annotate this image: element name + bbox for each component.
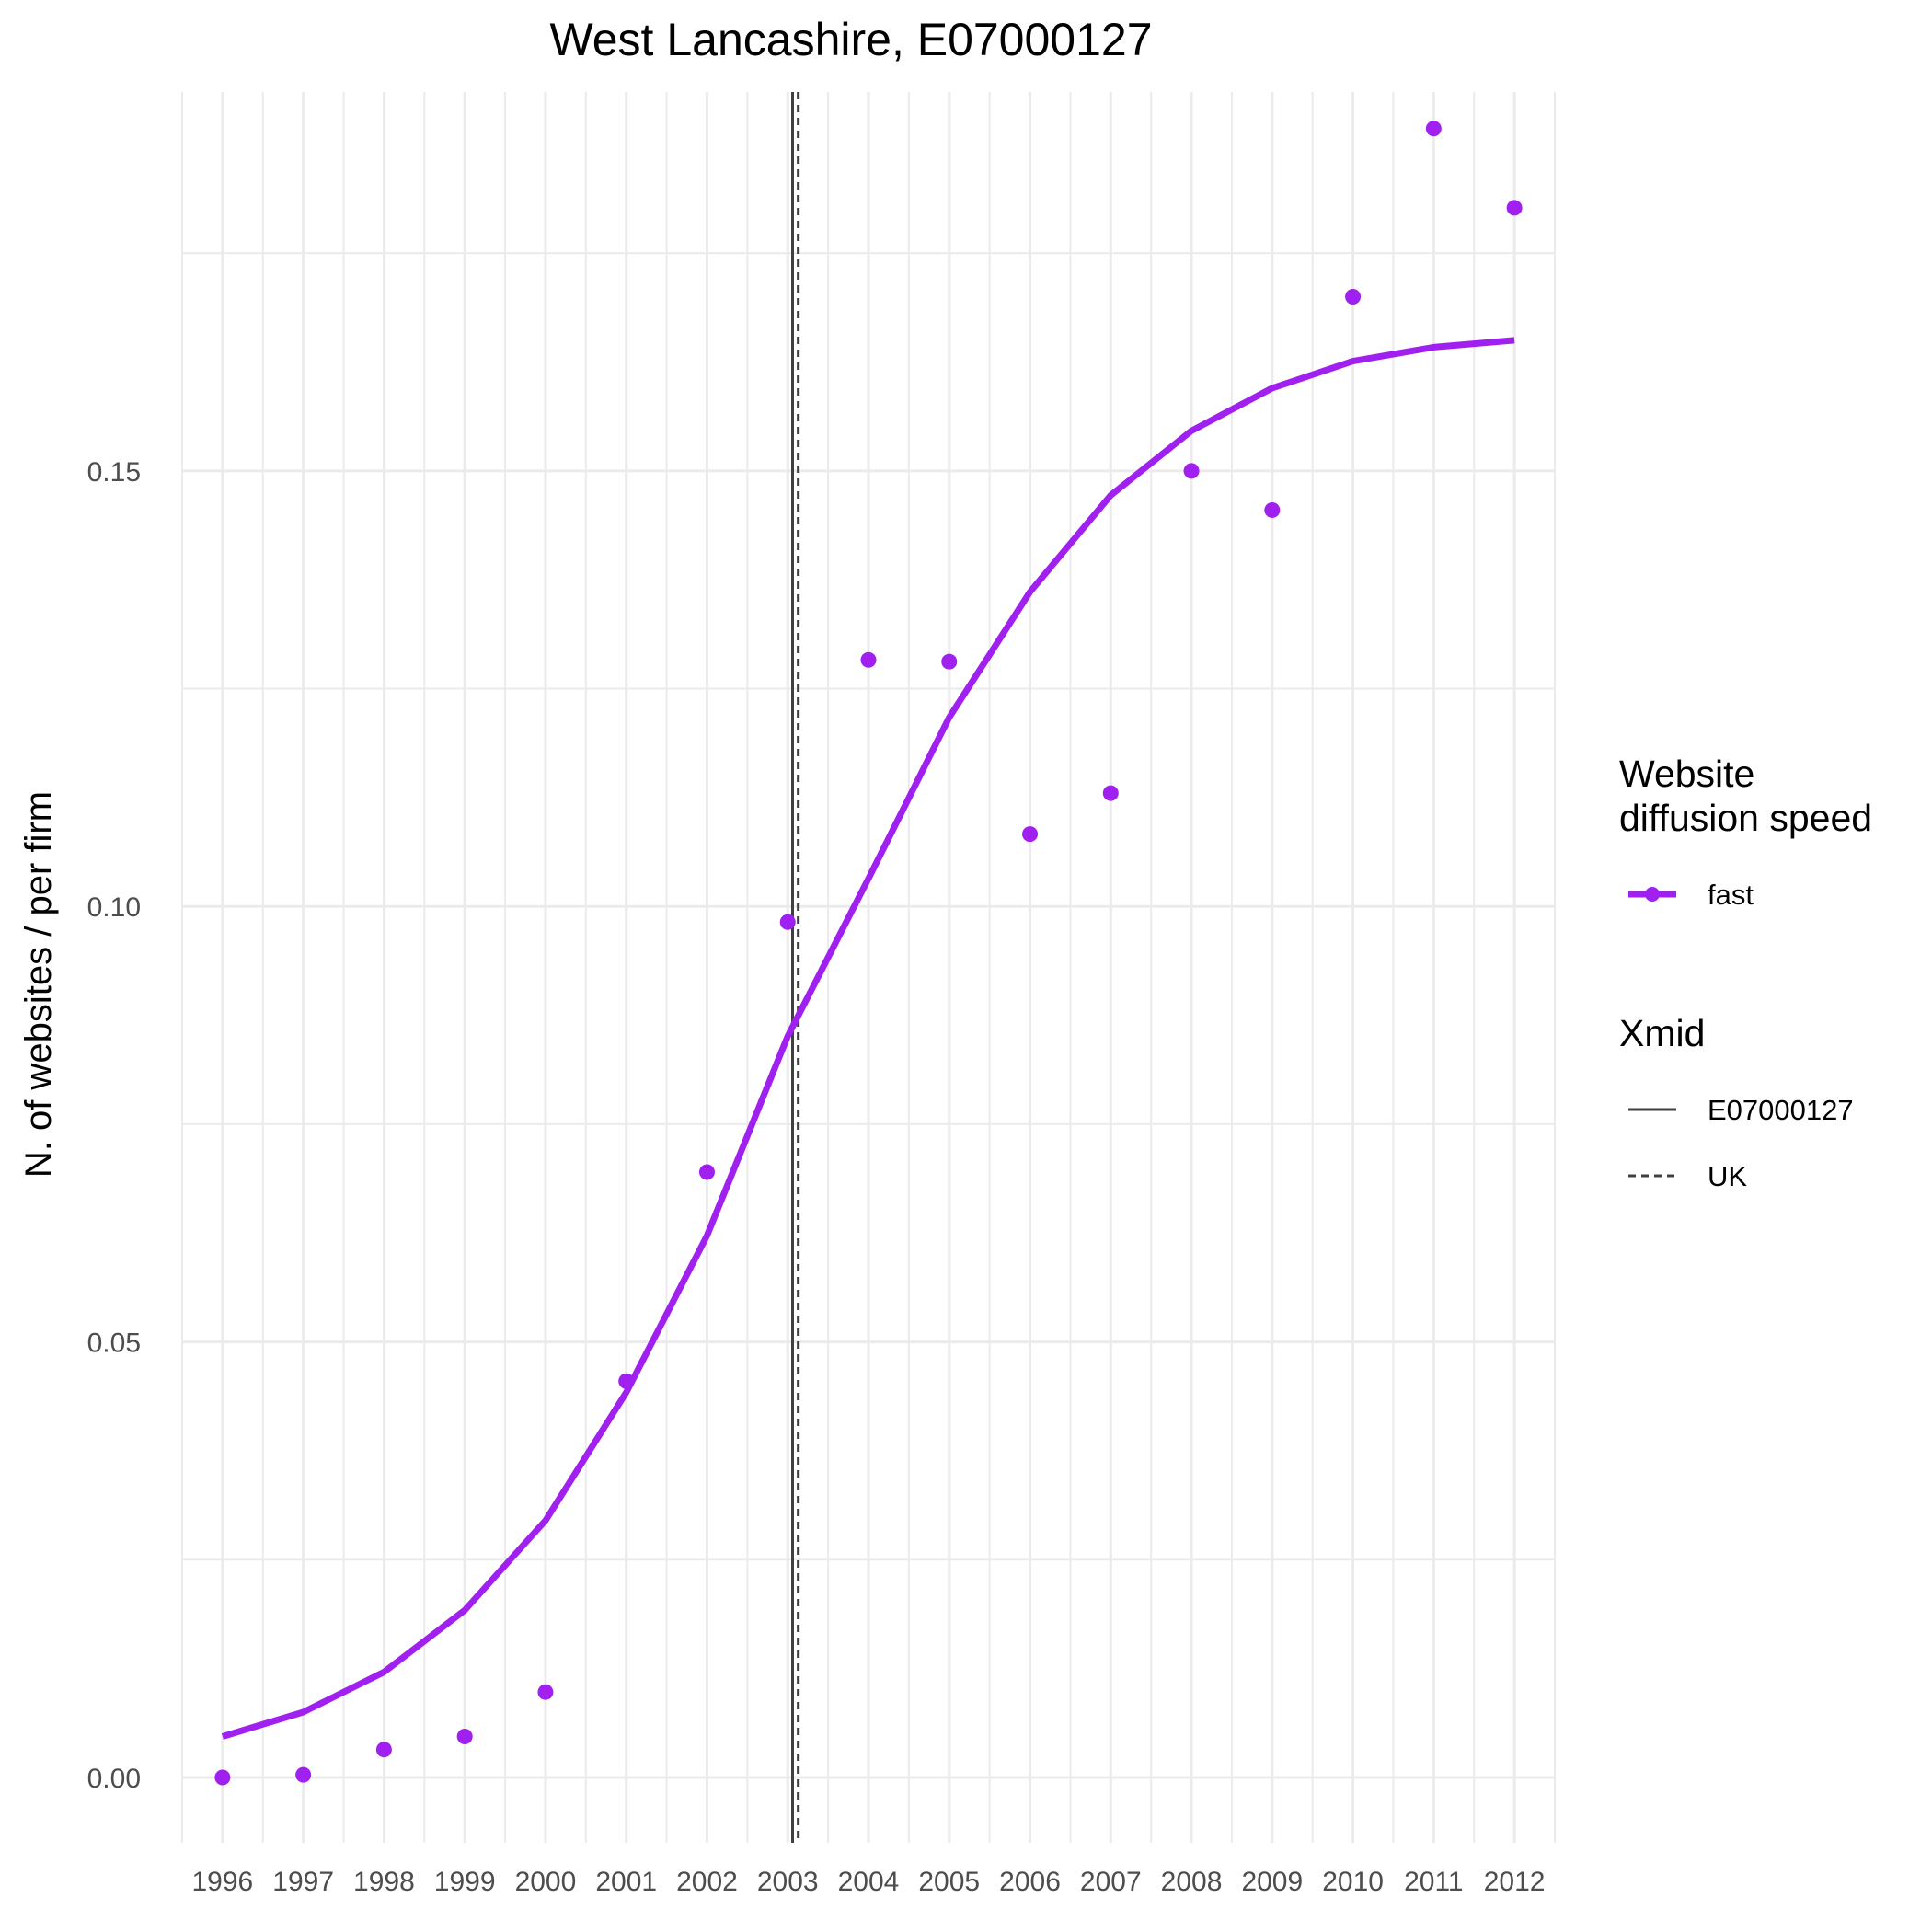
- x-tick-label: 1998: [353, 1867, 415, 1897]
- data-point-2002: [698, 1164, 715, 1180]
- grid: [181, 92, 1556, 1843]
- data-point-2000: [537, 1684, 554, 1700]
- x-tick-label: 1999: [434, 1867, 496, 1897]
- x-tick-label: 2004: [838, 1867, 900, 1897]
- x-tick-label: 2011: [1404, 1867, 1464, 1897]
- y-axis-title: N. of websites / per firm: [18, 791, 59, 1178]
- y-tick-label: 0.05: [87, 1328, 141, 1359]
- data-point-2005: [941, 653, 958, 670]
- x-tick-label: 2006: [999, 1867, 1061, 1897]
- legend-title-speed-line2: diffusion speed: [1619, 797, 1872, 839]
- legend-title-speed: Website diffusion speed: [1619, 753, 1872, 839]
- x-tick-label: 2000: [515, 1867, 577, 1897]
- data-point-1998: [375, 1742, 392, 1758]
- legend-label-fast: fast: [1708, 879, 1754, 911]
- legend-key-fast-point: [1645, 887, 1660, 902]
- data-point-1999: [456, 1728, 473, 1744]
- x-tick-label: 1996: [192, 1867, 254, 1897]
- x-tick-label: 2007: [1080, 1867, 1142, 1897]
- data-point-2003: [779, 914, 796, 930]
- data-point-2006: [1022, 826, 1039, 843]
- legend: Website diffusion speed fast Xmid E07000…: [1619, 753, 1872, 1192]
- data-point-2011: [1425, 121, 1442, 137]
- chart-title: West Lancashire, E07000127: [549, 14, 1152, 65]
- data-point-2009: [1264, 501, 1281, 518]
- x-tick-label: 2003: [757, 1867, 819, 1897]
- legend-label-e07000127: E07000127: [1708, 1094, 1854, 1126]
- data-point-2004: [860, 651, 877, 668]
- x-tick-label: 2008: [1161, 1867, 1223, 1897]
- series-line-fast: [221, 337, 1515, 1740]
- x-axis-ticks: 1996 1997 1998 1999 2000 2001 2002 2003 2004 2005…: [192, 1867, 1546, 1897]
- x-tick-label: 2002: [676, 1867, 738, 1897]
- y-tick-label: 0.00: [87, 1764, 141, 1794]
- legend-title-xmid: Xmid: [1619, 1012, 1705, 1054]
- data-point-2008: [1183, 463, 1200, 479]
- x-tick-label: 1997: [272, 1867, 334, 1897]
- y-axis-ticks: 0.00 0.05 0.10 0.15: [87, 457, 141, 1794]
- data-point-2012: [1506, 200, 1523, 216]
- y-tick-label: 0.15: [87, 457, 141, 488]
- data-point-1996: [214, 1769, 231, 1786]
- reference-lines: [791, 92, 800, 1843]
- x-tick-label: 2012: [1484, 1867, 1546, 1897]
- y-tick-label: 0.10: [87, 892, 141, 923]
- data-point-2001: [618, 1373, 635, 1389]
- legend-label-uk: UK: [1708, 1160, 1747, 1192]
- x-tick-label: 2001: [595, 1867, 657, 1897]
- data-point-2007: [1102, 785, 1119, 801]
- data-point-2010: [1345, 288, 1362, 305]
- x-tick-label: 2010: [1322, 1867, 1384, 1897]
- data-series: [214, 121, 1523, 1786]
- legend-title-speed-line1: Website: [1619, 753, 1754, 795]
- data-point-1997: [295, 1766, 312, 1783]
- x-tick-label: 2009: [1241, 1867, 1303, 1897]
- x-tick-label: 2005: [918, 1867, 980, 1897]
